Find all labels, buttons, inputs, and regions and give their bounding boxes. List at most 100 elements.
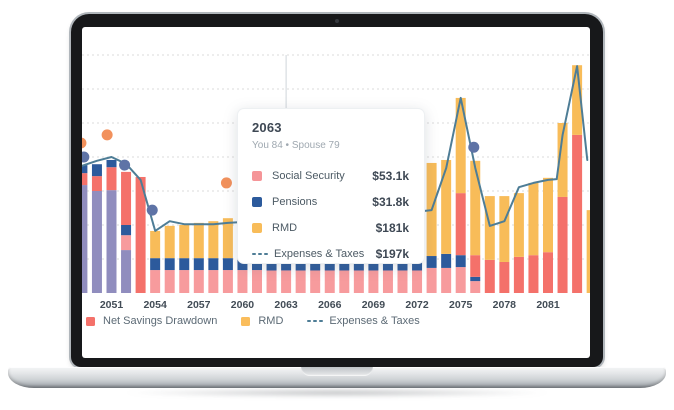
bar-segment-pensions[interactable] [441, 253, 452, 268]
bar-segment-rmd[interactable] [179, 225, 190, 259]
legend-item[interactable]: Net Savings Drawdown [86, 315, 217, 327]
x-axis-label: 2078 [493, 299, 517, 311]
bar-segment-pensions[interactable] [150, 258, 161, 271]
bar-segment-social-security[interactable] [455, 267, 466, 293]
bar-segment-rmd[interactable] [193, 222, 204, 259]
bar-segment-pensions[interactable] [470, 276, 481, 282]
screen-content: 2051 2054 2057 2060 2063 2066 2069 2072 2075 2078… [82, 27, 590, 358]
bar-segment-social-security[interactable] [252, 270, 262, 293]
bar-segment-social-security[interactable] [441, 267, 452, 293]
bar-segment-social-security[interactable] [295, 270, 306, 293]
bar-segment-net-savings-drawdown[interactable] [484, 259, 495, 293]
bar-segment-net-savings-drawdown[interactable] [455, 193, 466, 256]
bar-segment-pensions[interactable] [412, 258, 423, 271]
bar-segment-pensions[interactable] [397, 258, 408, 271]
tooltip-row-label: Social Security [272, 170, 345, 182]
bar-segment-pensions[interactable] [91, 164, 102, 177]
bar-segment-social-security[interactable] [353, 270, 364, 293]
bar-segment-social-security[interactable] [150, 270, 161, 293]
x-axis-label: 2054 [143, 299, 167, 311]
bar-segment-net-savings-drawdown[interactable] [470, 255, 481, 277]
retirement-income-chart[interactable]: 2051 2054 2057 2060 2063 2066 2069 2072 2075 2078… [82, 27, 590, 358]
bar-segment-net-savings-drawdown[interactable] [91, 176, 102, 191]
bar-segment-pensions[interactable] [164, 258, 175, 271]
bar-segment-social-security[interactable] [164, 270, 175, 293]
bar-segment-social-security[interactable] [368, 270, 379, 293]
bar-segment-pensions[interactable] [193, 258, 204, 271]
blue-scatter-dot[interactable] [146, 204, 158, 216]
bar-segment-social-security[interactable] [397, 270, 408, 293]
legend-item[interactable]: Expenses & Taxes [307, 315, 420, 327]
bar-segment-pensions[interactable] [208, 258, 219, 271]
bar-segment-net-savings-drawdown[interactable] [543, 252, 553, 293]
bar-segment-rmd[interactable] [572, 65, 583, 135]
bar-segment-social-security[interactable] [237, 270, 248, 293]
bar-segment-pensions[interactable] [368, 258, 379, 271]
bar-segment-rmd[interactable] [557, 123, 568, 197]
bar-segment-social-security[interactable] [470, 281, 481, 293]
series-swatch-icon [241, 316, 251, 326]
bar-segment-net-savings-drawdown[interactable] [499, 261, 510, 293]
bar-segment-social-security[interactable] [412, 270, 423, 293]
bar-segment-social-security[interactable] [281, 270, 292, 293]
bar-segment-pensions[interactable] [82, 165, 88, 174]
bar-segment-net-savings-drawdown[interactable] [82, 173, 88, 186]
bar-segment-social-security[interactable] [426, 267, 437, 293]
bar-segment-net-savings-drawdown[interactable] [106, 167, 117, 191]
bar-segment-social-security[interactable] [310, 270, 321, 293]
bar-segment-rmd[interactable] [222, 218, 233, 259]
legend-item[interactable]: RMD [241, 315, 283, 327]
bar-segment-pensions[interactable] [426, 256, 437, 268]
bar-segment-rmd[interactable] [513, 193, 524, 257]
orange-scatter-dot[interactable] [220, 177, 232, 189]
tooltip-row: RMD $181k [252, 215, 409, 241]
bar-segment-pensions[interactable] [121, 225, 132, 236]
bar-segment-social-security[interactable] [222, 270, 233, 293]
bar-segment-pensions[interactable] [324, 257, 335, 271]
bar-segment-net-savings-drawdown[interactable] [572, 134, 583, 293]
blue-scatter-dot[interactable] [119, 159, 131, 171]
bar-segment-pensions[interactable] [179, 258, 190, 271]
bar-segment-social-security[interactable] [324, 270, 335, 293]
bar-segment-pensions[interactable] [339, 257, 350, 271]
bar-segment-purple[interactable] [82, 185, 88, 293]
orange-scatter-dot[interactable] [101, 129, 113, 141]
bar-segment-rmd[interactable] [441, 159, 452, 254]
tooltip-row-label: RMD [272, 222, 298, 234]
bar-segment-pensions[interactable] [353, 257, 364, 271]
bar-segment-rmd[interactable] [455, 97, 466, 194]
bar-segment-rmd[interactable] [528, 182, 539, 256]
bar-segment-social-security[interactable] [121, 235, 132, 251]
bar-segment-social-security[interactable] [179, 270, 190, 293]
bar-segment-net-savings-drawdown[interactable] [513, 256, 524, 293]
tooltip-row: Social Security $53.1k [252, 163, 409, 189]
bar-segment-rmd[interactable] [208, 221, 219, 259]
bar-segment-pensions[interactable] [455, 255, 466, 268]
bar-segment-rmd[interactable] [164, 225, 175, 259]
bar-segment-social-security[interactable] [382, 270, 393, 293]
bar-segment-rmd[interactable] [470, 160, 481, 256]
bar-segment-rmd[interactable] [150, 230, 161, 259]
bar-segment-rmd[interactable] [499, 196, 510, 262]
bar-segment-pensions[interactable] [222, 258, 233, 271]
bar-segment-social-security[interactable] [339, 270, 350, 293]
bar-segment-net-savings-drawdown[interactable] [528, 255, 539, 293]
bar-segment-rmd[interactable] [484, 196, 495, 260]
orange-scatter-dot[interactable] [82, 137, 87, 149]
bar-segment-rmd[interactable] [586, 210, 590, 293]
bar-segment-purple[interactable] [121, 250, 132, 293]
bar-segment-net-savings-drawdown[interactable] [121, 171, 132, 225]
bar-segment-rmd[interactable] [543, 177, 553, 253]
bar-segment-purple[interactable] [91, 191, 102, 293]
bar-segment-net-savings-drawdown[interactable] [557, 196, 568, 293]
series-swatch-icon [86, 316, 95, 326]
bar-segment-net-savings-drawdown[interactable] [135, 176, 146, 293]
bar-segment-social-security[interactable] [193, 270, 204, 293]
bar-segment-purple[interactable] [106, 190, 117, 293]
bar-segment-social-security[interactable] [266, 270, 277, 293]
bar-segment-pensions[interactable] [382, 258, 393, 271]
blue-scatter-dot[interactable] [82, 151, 90, 163]
blue-scatter-dot[interactable] [468, 141, 480, 153]
bar-segment-pensions[interactable] [106, 159, 117, 168]
bar-segment-social-security[interactable] [208, 270, 219, 293]
